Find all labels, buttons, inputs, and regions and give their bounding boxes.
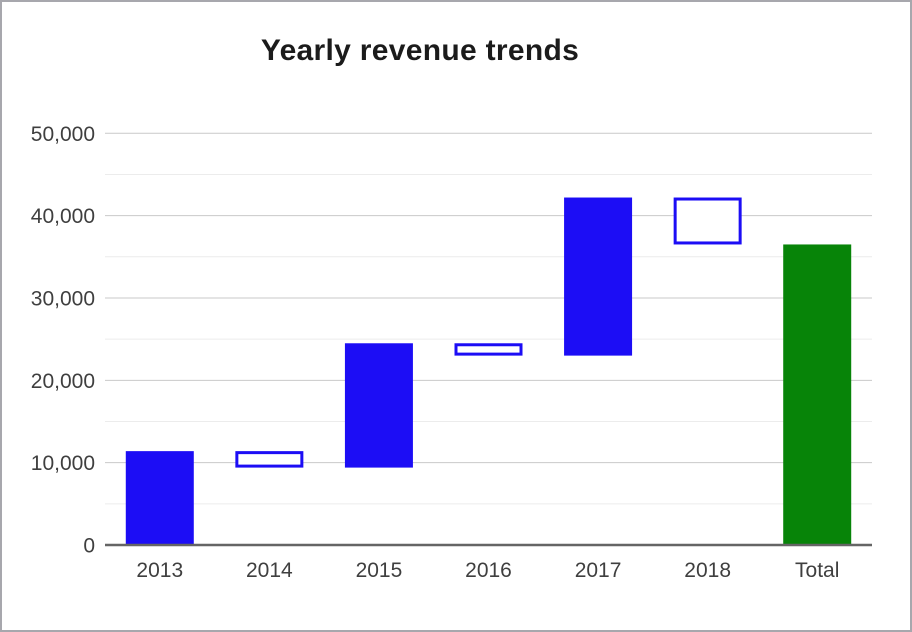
y-tick-label-30000: 30,000 [31,287,95,310]
x-tick-label-total: Total [795,559,839,582]
y-tick-label-50000: 50,000 [31,123,95,146]
bar-2015[interactable] [344,343,413,468]
bar-2013[interactable] [125,451,194,545]
x-tick-label-2018: 2018 [684,559,731,582]
x-tick-label-2015: 2015 [356,559,403,582]
y-tick-label-20000: 20,000 [31,370,95,393]
y-tick-label-0: 0 [83,535,95,558]
bar-total[interactable] [783,244,852,546]
y-tick-label-10000: 10,000 [31,452,95,475]
bar-2016[interactable] [454,343,523,356]
y-tick-label-40000: 40,000 [31,205,95,228]
bar-2018[interactable] [673,197,742,245]
x-tick-label-2016: 2016 [465,559,512,582]
x-tick-label-2017: 2017 [575,559,622,582]
chart-title: Yearly revenue trends [260,34,580,67]
bar-2017[interactable] [564,197,633,356]
x-tick-label-2014: 2014 [246,559,293,582]
x-tick-label-2013: 2013 [136,559,183,582]
bar-2014[interactable] [235,451,304,468]
